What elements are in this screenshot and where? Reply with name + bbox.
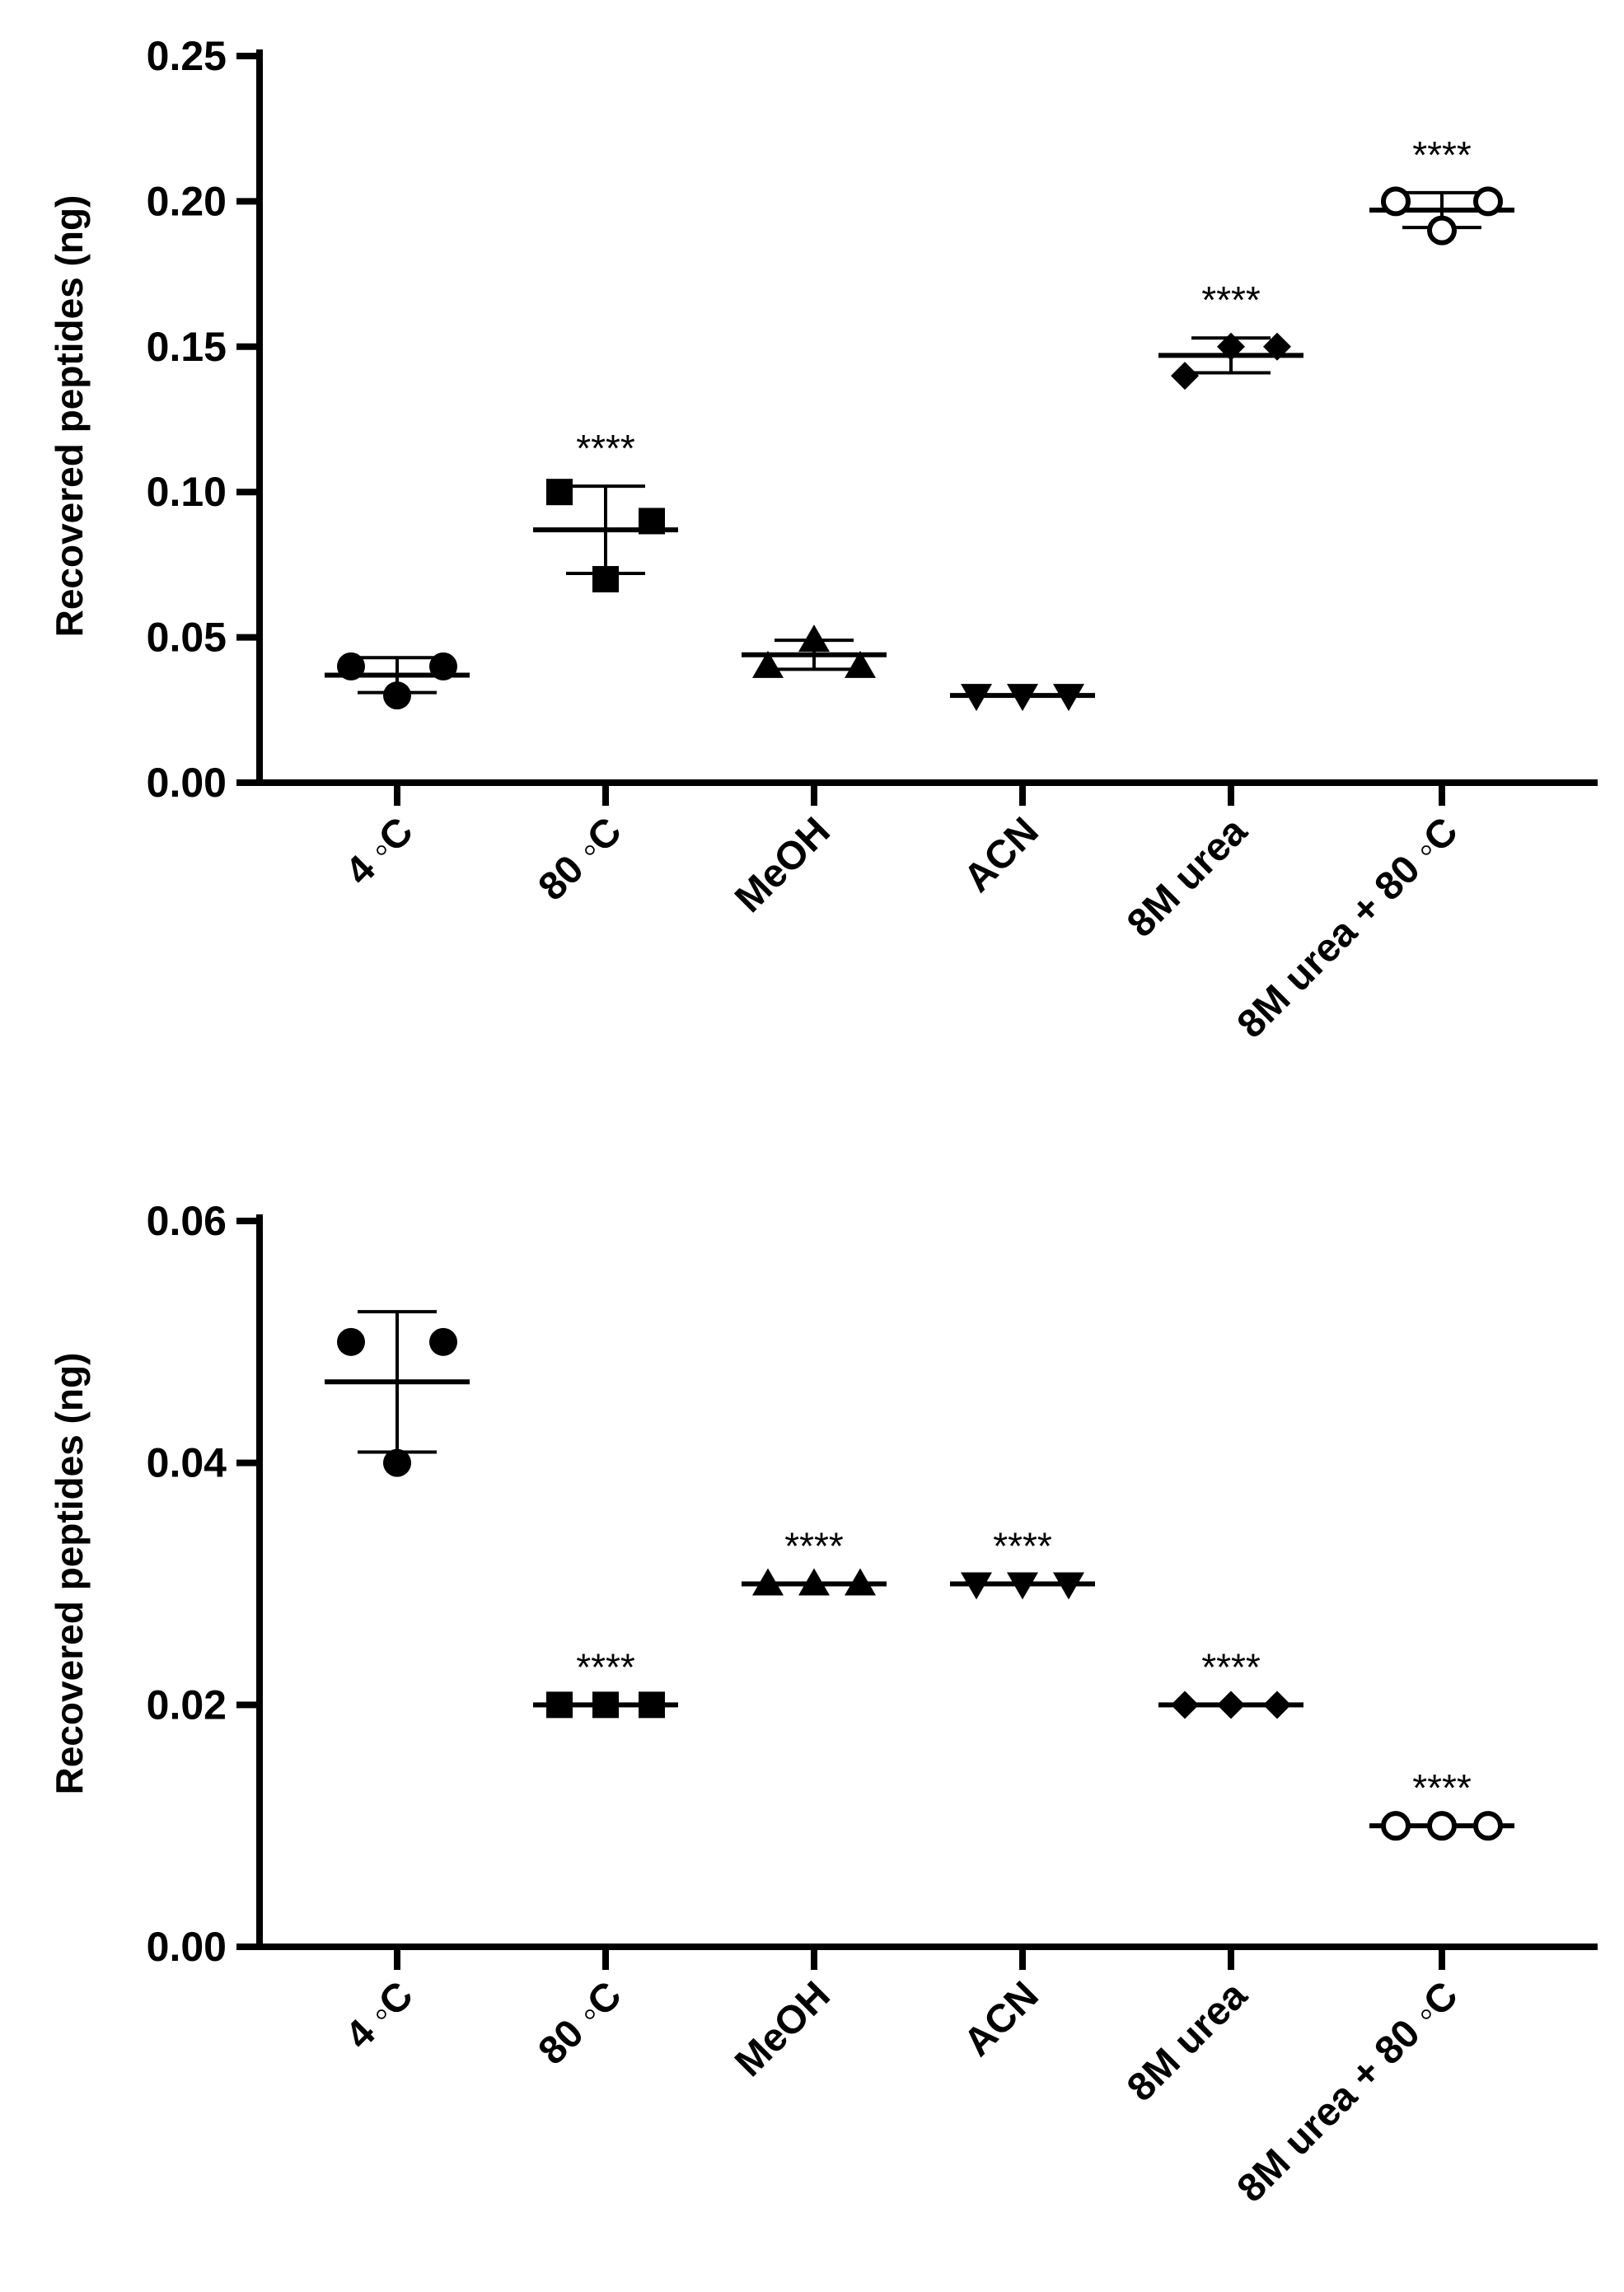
- series-acn: [950, 684, 1095, 712]
- data-point: [752, 650, 784, 678]
- series-80-c: ****: [533, 1645, 678, 1719]
- panel-bottom: Recovered peptides (ng) 0.00 0.02 0.04 0.06…: [48, 1198, 1598, 2210]
- data-point: [798, 1568, 830, 1596]
- y-tick-label: 0.05: [147, 615, 227, 661]
- data-point: [337, 652, 365, 681]
- data-point: [1217, 332, 1245, 361]
- data-point: [429, 1327, 457, 1356]
- y-tick-label: 0.00: [147, 760, 227, 806]
- data-point: [639, 508, 665, 535]
- data-point: [383, 1448, 411, 1477]
- significance-label: ****: [1201, 278, 1261, 321]
- data-point: [383, 681, 411, 710]
- data-point: [592, 566, 619, 593]
- data-point: [1263, 332, 1291, 361]
- data-point: [1381, 186, 1411, 217]
- data-point: [1007, 1572, 1038, 1600]
- x-category-label-80-c: 80 ◦C: [531, 809, 630, 909]
- series-8m-urea-80-c: ****: [1369, 1766, 1514, 1841]
- significance-label: ****: [1201, 1645, 1261, 1688]
- data-point: [546, 1691, 573, 1719]
- data-point: [429, 652, 457, 681]
- data-point: [1263, 1691, 1291, 1719]
- significance-label: ****: [1412, 1766, 1472, 1809]
- data-point: [1473, 1811, 1503, 1841]
- series-4-c: [325, 1310, 470, 1477]
- series-meoh: [742, 624, 887, 678]
- y-tick-label: 0.25: [147, 33, 227, 79]
- data-point: [752, 1568, 784, 1596]
- data-point: [1171, 362, 1199, 391]
- data-point: [845, 650, 876, 678]
- x-category-label-8m-urea: 8M urea: [1119, 809, 1256, 946]
- y-axis-label: Recovered peptides (ng): [48, 1353, 91, 1795]
- data-point: [1053, 1572, 1084, 1600]
- data-point: [798, 624, 830, 653]
- series-8m-urea: ****: [1158, 1645, 1303, 1719]
- y-tick-label: 0.15: [147, 324, 227, 370]
- x-category-label-meoh: MeOH: [727, 1973, 839, 2085]
- data-point: [1171, 1691, 1199, 1719]
- x-category-label-8m-urea-80-c: 8M urea + 80 ◦C: [1229, 1973, 1467, 2210]
- data-point: [1053, 684, 1084, 712]
- y-tick-label: 0.02: [147, 1682, 227, 1728]
- x-category-label-4-c: 4 ◦C: [337, 809, 421, 893]
- y-tick-label: 0.20: [147, 178, 227, 224]
- x-category-label-4-c: 4 ◦C: [337, 1973, 421, 2057]
- data-point: [961, 1572, 992, 1600]
- y-tick-label: 0.06: [147, 1198, 227, 1244]
- series-8m-urea-80-c: ****: [1369, 133, 1514, 246]
- data-point: [639, 1691, 665, 1719]
- data-point: [845, 1568, 876, 1596]
- series-8m-urea: ****: [1158, 278, 1303, 391]
- data-point: [592, 1691, 619, 1719]
- data-point: [1217, 1691, 1245, 1719]
- data-point: [961, 684, 992, 712]
- series-meoh: ****: [742, 1525, 887, 1596]
- panel-top: Recovered peptides (ng) 0.00 0.05 0.10 0.15…: [48, 33, 1598, 1046]
- series-80-c: ****: [533, 427, 678, 593]
- y-axis-label: Recovered peptides (ng): [48, 195, 91, 638]
- data-point: [1427, 215, 1457, 246]
- significance-label: ****: [993, 1525, 1052, 1568]
- x-category-label-acn: ACN: [956, 809, 1047, 900]
- y-tick-label: 0.00: [147, 1924, 227, 1970]
- x-category-label-80-c: 80 ◦C: [531, 1973, 630, 2073]
- series-4-c: [325, 652, 470, 710]
- data-point: [1381, 1811, 1411, 1841]
- data-point: [546, 479, 573, 506]
- x-category-label-acn: ACN: [956, 1973, 1047, 2065]
- significance-label: ****: [784, 1525, 844, 1568]
- data-point: [1473, 186, 1503, 217]
- x-category-label-meoh: MeOH: [727, 809, 839, 921]
- significance-label: ****: [1412, 133, 1472, 176]
- data-point: [337, 1327, 365, 1356]
- data-point: [1007, 684, 1038, 712]
- significance-label: ****: [576, 427, 635, 470]
- x-category-label-8m-urea: 8M urea: [1119, 1973, 1256, 2110]
- x-category-label-8m-urea-80-c: 8M urea + 80 ◦C: [1229, 809, 1467, 1046]
- significance-label: ****: [576, 1645, 635, 1688]
- y-tick-label: 0.04: [147, 1440, 227, 1486]
- series-acn: ****: [950, 1525, 1095, 1600]
- data-point: [1427, 1811, 1457, 1841]
- y-tick-label: 0.10: [147, 469, 227, 515]
